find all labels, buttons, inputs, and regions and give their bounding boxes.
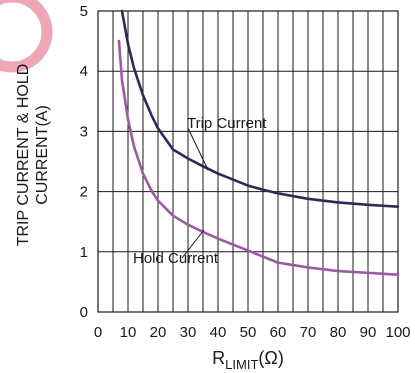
y-tick-label: 3 (80, 123, 88, 140)
x-tick-label: 90 (360, 324, 377, 341)
trip-current-leader (187, 127, 209, 171)
x-tick-label: 50 (240, 324, 257, 341)
x-tick-label: 30 (180, 324, 197, 341)
y-tick-label: 2 (80, 184, 88, 201)
y-tick-label: 4 (80, 63, 88, 80)
y-tick-label: 0 (80, 304, 88, 321)
x-tick-label: 10 (120, 324, 137, 341)
decorative-arc (0, 0, 53, 73)
series-group (117, 9, 400, 276)
x-tick-label: 20 (150, 324, 167, 341)
x-tick-label: 60 (270, 324, 287, 341)
trip-current-line (120, 9, 400, 208)
x-tick-label: 0 (94, 324, 102, 341)
x-tick-label: 80 (330, 324, 347, 341)
x-axis-label: RLIMIT(Ω) (212, 348, 284, 372)
x-tick-label: 40 (210, 324, 227, 341)
trip-current-annotation: Trip Current (187, 115, 267, 132)
y-tick-label: 5 (80, 3, 88, 20)
y-axis-label-line2: CURRENT(A) (34, 105, 51, 205)
x-tick-label: 70 (300, 324, 317, 341)
y-tick-label: 1 (80, 244, 88, 261)
hold-current-leader (181, 229, 205, 259)
hold-current-line (117, 39, 400, 276)
y-axis-label-line1: TRIP CURRENT & HOLD (15, 64, 32, 247)
x-tick-label: 100 (385, 324, 410, 341)
hold-current-annotation: Hold Current (133, 250, 219, 267)
grid (97, 10, 399, 313)
